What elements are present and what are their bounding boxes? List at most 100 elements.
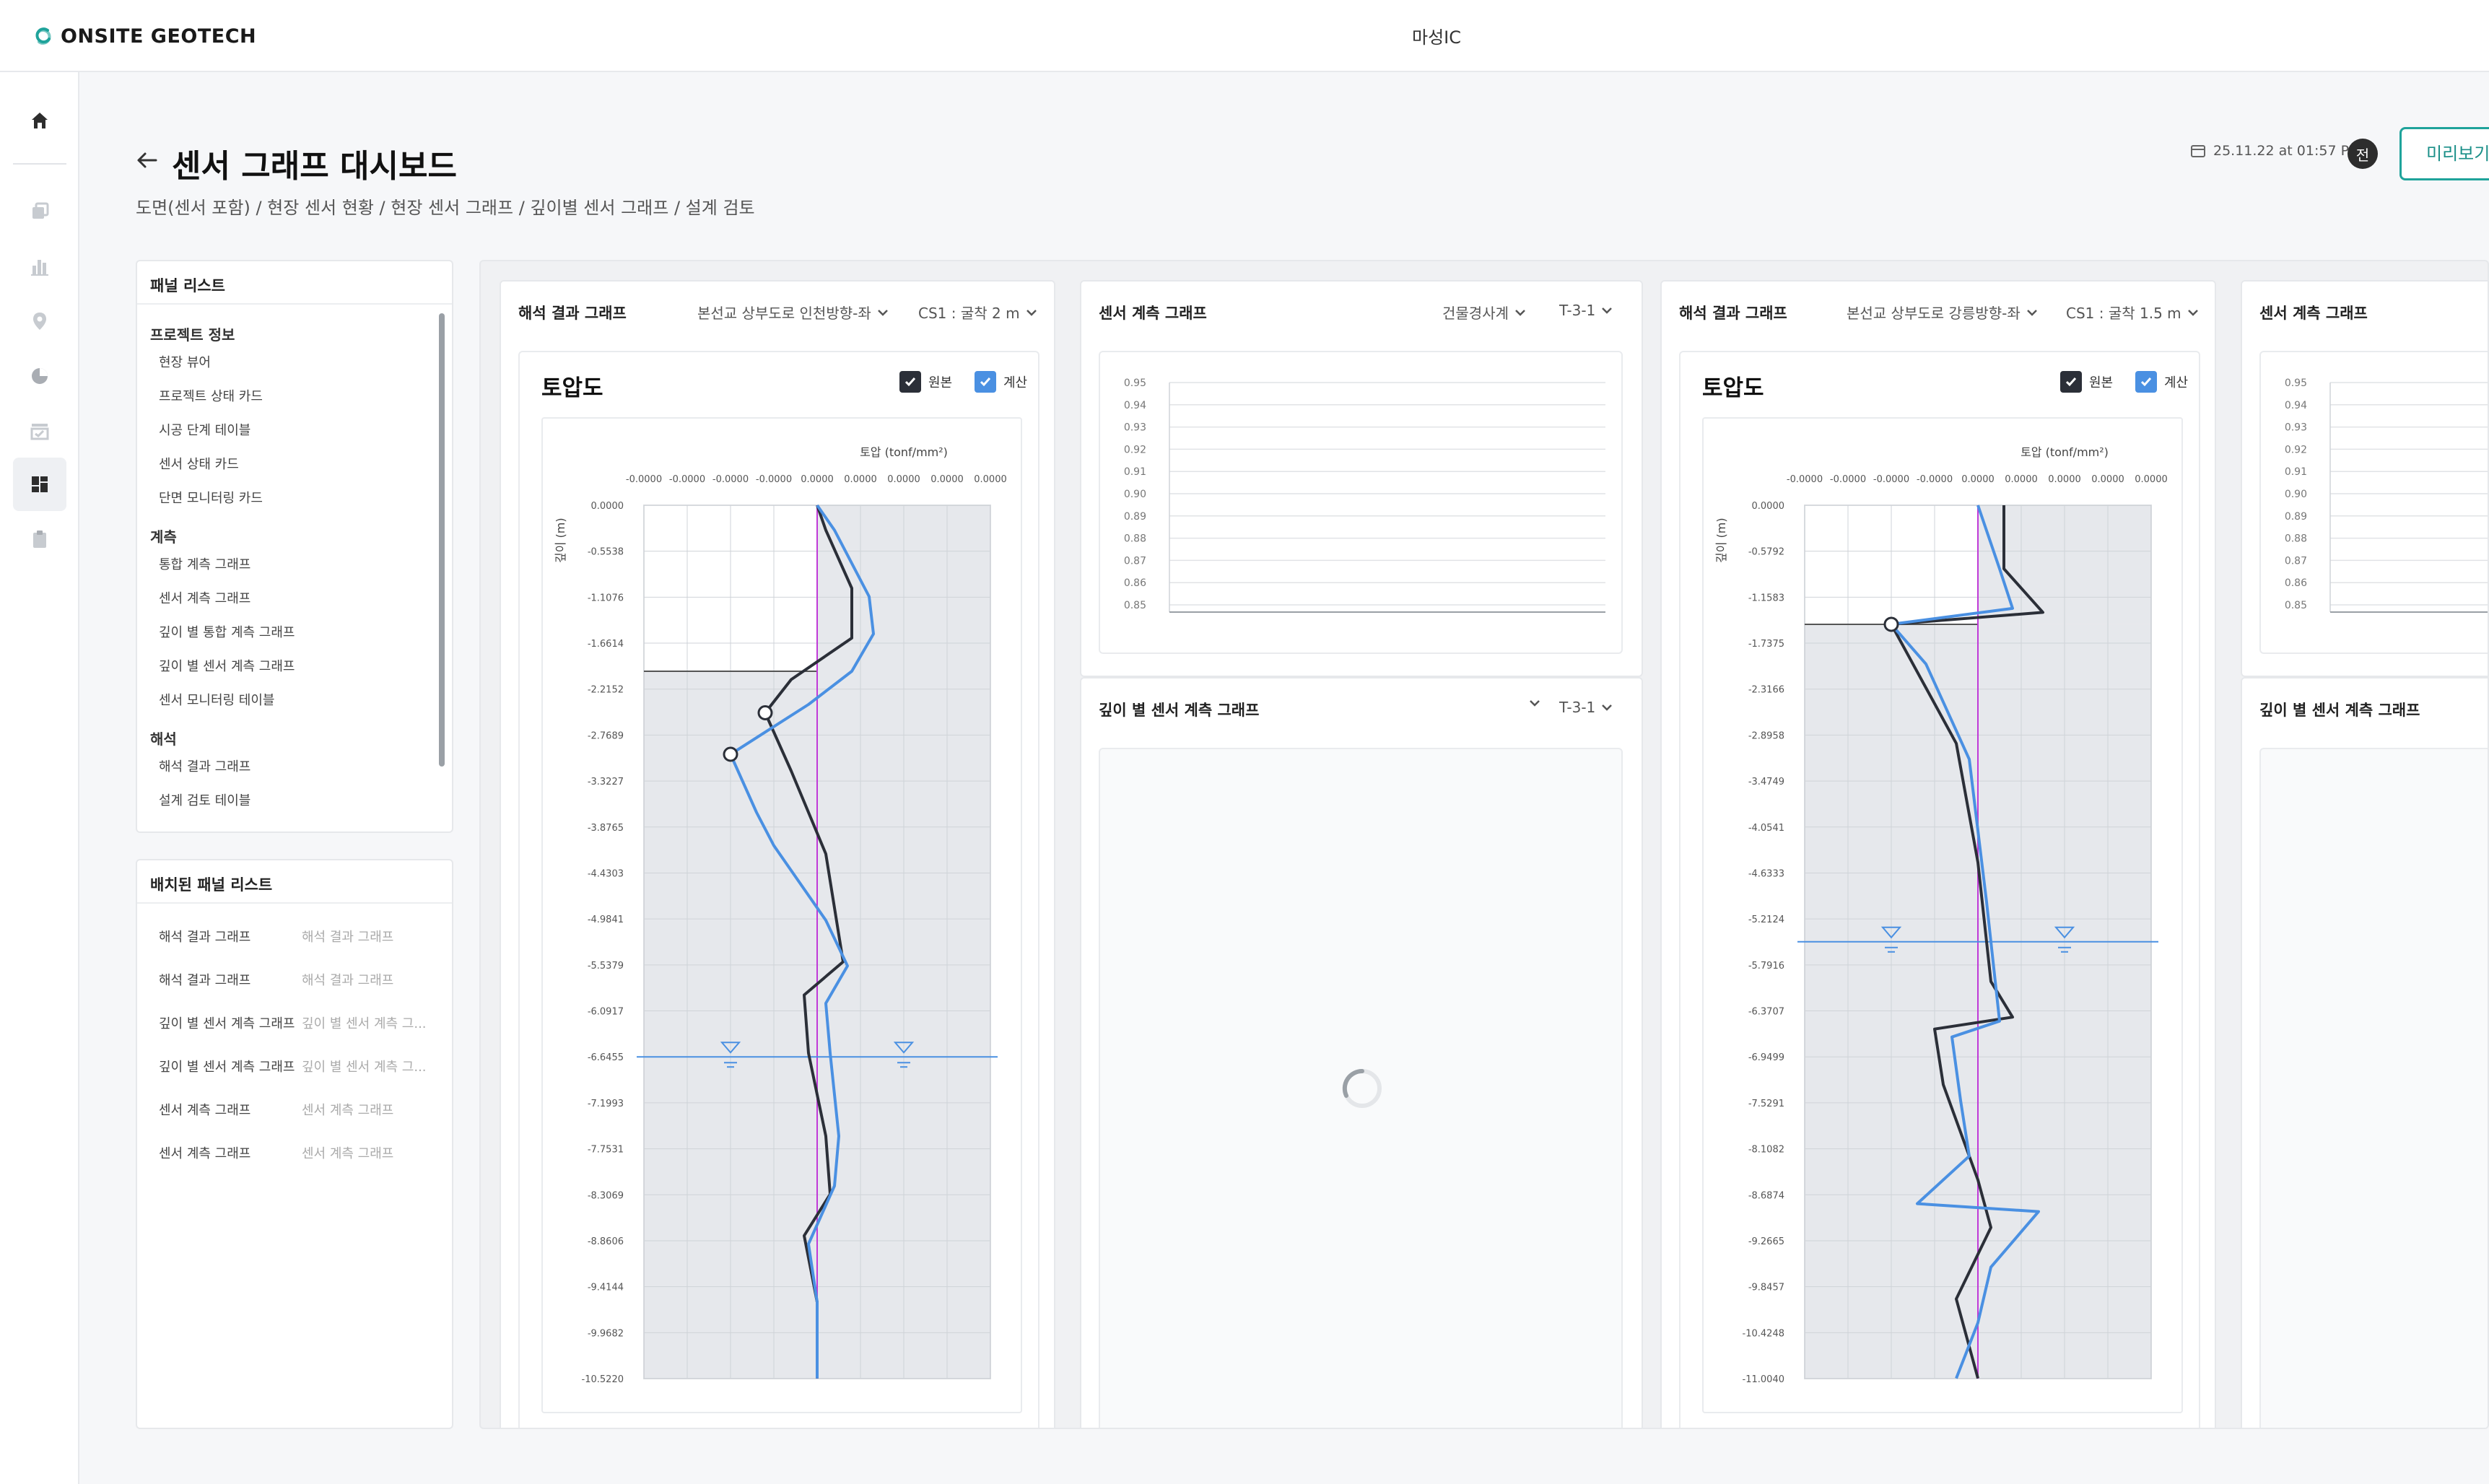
y-tick-label: 0.92 [1124, 444, 1146, 455]
x-tick-label: 0.0000 [801, 474, 834, 485]
placed-row[interactable]: 센서 계측 그래프 센서 계측 그래프 [159, 1100, 393, 1119]
panel-list: 패널 리스트 프로젝트 정보 현장 뷰어 프로젝트 상태 카드 시공 단계 테이… [136, 260, 453, 833]
x-tick-label: -0.0000 [756, 474, 792, 485]
calculated-checkbox[interactable]: 계산 [975, 371, 1027, 393]
sensor-chart[interactable]: 0.95 0.94 0.93 0.92 0.91 0.90 0.89 0.88 0.87 0.86… [1100, 352, 1624, 655]
dashboard-canvas: 해석 결과 그래프 본선교 상부도로 인천방향-좌 CS1 : 굴착 2 m 토… [479, 260, 2489, 1429]
x-tick-label: 0.0000 [974, 474, 1007, 485]
clipboard-icon[interactable] [13, 512, 66, 566]
dashboard-icon[interactable] [13, 458, 66, 511]
list-item[interactable]: 센서 상태 카드 [159, 457, 239, 472]
stage-dropdown[interactable]: CS1 : 굴착 1.5 m [2066, 302, 2199, 323]
y-tick-label: 0.92 [2285, 444, 2307, 455]
placed-row[interactable]: 센서 계측 그래프 센서 계측 그래프 [159, 1143, 393, 1162]
list-item[interactable]: 시공 단계 테이블 [159, 423, 251, 438]
analysis-result-card[interactable]: 해석 결과 그래프 본선교 상부도로 강릉방향-좌 CS1 : 굴착 1.5 m… [1660, 280, 2216, 1428]
list-item[interactable]: 단면 모니터링 카드 [159, 491, 263, 506]
chevron-down-icon [2026, 309, 2037, 316]
sensor-type-dropdown[interactable]: 건물경사계 [1442, 302, 1526, 323]
home-icon[interactable] [13, 94, 66, 147]
side-nav [0, 72, 79, 1484]
sensor-graph-card[interactable]: 센서 계측 그래프 0.95 0.94 0.93 0.92 0.91 0.90 0.89 0.… [2241, 280, 2489, 677]
group-title: 계측 [150, 528, 177, 546]
y-tick-label: -10.4248 [1743, 1328, 1784, 1339]
placed-row[interactable]: 해석 결과 그래프 해석 결과 그래프 [159, 927, 393, 946]
water-level-marker-icon [720, 1042, 741, 1054]
chevron-down-icon [1530, 700, 1540, 707]
earth-pressure-chart[interactable]: -0.0000 -0.0000 -0.0000 -0.0000 0.0000 0.0000… [1704, 419, 2184, 1415]
chart-title: 토압도 [541, 375, 603, 401]
x-tick-label: -0.0000 [1787, 474, 1823, 485]
sensor-chart[interactable]: 0.95 0.94 0.93 0.92 0.91 0.90 0.89 0.88 0.87 0.86… [2261, 352, 2489, 655]
y-tick-label: -7.1993 [588, 1099, 624, 1109]
dropdown-value: CS1 : 굴착 1.5 m [2066, 305, 2181, 322]
data-point-marker [1883, 616, 1899, 632]
y-tick-label: 0.0000 [591, 501, 624, 512]
avatar[interactable]: 전 [2348, 139, 2378, 169]
section-dropdown[interactable]: 본선교 상부도로 인천방향-좌 [697, 302, 889, 323]
stage-dropdown[interactable]: CS1 : 굴착 2 m [918, 302, 1037, 323]
list-item[interactable]: 현장 뷰어 [159, 355, 211, 370]
list-item[interactable]: 통합 계측 그래프 [159, 557, 251, 572]
chart-panel: 토압도 원본 계산 -0.0000 -0.0000 -0.0000 -0.0000 0.… [1679, 351, 2200, 1428]
sensor-graph-card[interactable]: 센서 계측 그래프 건물경사계 T-3-1 0.95 0.94 0.93 0.92 0.… [1080, 280, 1643, 677]
sensor-id-dropdown[interactable]: T-3-1 [1559, 302, 1613, 319]
list-item[interactable]: 설계 검토 테이블 [159, 793, 251, 808]
y-tick-label: 0.95 [2285, 377, 2307, 389]
section-dropdown[interactable]: 본선교 상부도로 강릉방향-좌 [1847, 302, 2038, 323]
layers-icon[interactable] [13, 185, 66, 238]
depth-type-dropdown[interactable] [1523, 699, 1540, 707]
placed-row-type: 깊이 별 센서 계측 그... [302, 1016, 427, 1031]
y-tick-label: 0.86 [1124, 577, 1146, 589]
y-tick-label: -3.8765 [588, 823, 624, 834]
checklist-icon[interactable] [13, 404, 66, 458]
site-name: 마성IC [1412, 27, 1461, 48]
dropdown-value: 본선교 상부도로 강릉방향-좌 [1847, 305, 2021, 322]
location-pin-icon[interactable] [13, 294, 66, 348]
earth-pressure-chart[interactable]: -0.0000 -0.0000 -0.0000 -0.0000 0.0000 0.0000… [543, 419, 1024, 1415]
brand-logo[interactable]: ONSITE GEOTECH [33, 22, 256, 51]
bar-chart-icon[interactable] [13, 240, 66, 293]
checkbox-checked-icon [975, 371, 996, 393]
y-tick-label: -9.4144 [588, 1283, 624, 1293]
list-item[interactable]: 센서 계측 그래프 [159, 591, 251, 606]
chevron-down-icon [877, 309, 888, 316]
calculated-checkbox[interactable]: 계산 [2135, 371, 2188, 393]
analysis-result-card[interactable]: 해석 결과 그래프 본선교 상부도로 인천방향-좌 CS1 : 굴착 2 m 토… [500, 280, 1055, 1428]
placed-row-type: 깊이 별 센서 계측 그... [302, 1060, 427, 1075]
card-title: 센서 계측 그래프 [2259, 305, 2368, 322]
original-checkbox[interactable]: 원본 [899, 371, 952, 393]
y-tick-label: -2.8958 [1748, 730, 1784, 741]
list-item[interactable]: 해석 결과 그래프 [159, 759, 251, 774]
plot-area: -0.0000 -0.0000 -0.0000 -0.0000 0.0000 0.0000… [541, 417, 1022, 1413]
placed-row[interactable]: 깊이 별 센서 계측 그래프 깊이 별 센서 계측 그... [159, 1013, 427, 1032]
scrollbar[interactable] [439, 313, 445, 767]
x-tick-label: 0.0000 [930, 474, 964, 485]
list-item[interactable]: 프로젝트 상태 카드 [159, 389, 263, 404]
placed-row[interactable]: 해석 결과 그래프 해석 결과 그래프 [159, 970, 393, 989]
pie-chart-icon[interactable] [13, 349, 66, 403]
water-level-marker-icon [2054, 926, 2075, 939]
back-arrow-icon[interactable] [134, 147, 160, 173]
y-tick-label: -8.6874 [1748, 1190, 1784, 1201]
list-item[interactable]: 센서 모니터링 테이블 [159, 693, 275, 708]
placed-row[interactable]: 깊이 별 센서 계측 그래프 깊이 별 센서 계측 그... [159, 1057, 427, 1075]
preview-button[interactable]: 미리보기 [2399, 127, 2489, 180]
y-tick-label: -6.3707 [1748, 1007, 1784, 1018]
y-tick-label: 0.94 [1124, 400, 1146, 411]
checkbox-label: 계산 [2164, 375, 2189, 390]
placed-row-name: 센서 계측 그래프 [159, 1103, 251, 1118]
y-tick-label: 0.85 [1124, 600, 1146, 611]
list-item[interactable]: 깊이 별 센서 계측 그래프 [159, 659, 295, 674]
original-checkbox[interactable]: 원본 [2060, 371, 2113, 393]
y-tick-label: 0.87 [1124, 555, 1146, 567]
x-tick-label: -0.0000 [669, 474, 705, 485]
depth-sensor-card[interactable]: 깊이 별 센서 계측 그래프 T-3-1 [1080, 677, 1643, 1428]
y-tick-label: -1.1583 [1748, 593, 1784, 603]
depth-sensor-dropdown[interactable]: T-3-1 [1559, 699, 1613, 716]
chevron-down-icon [1515, 309, 1525, 316]
y-axis-label: 깊이 (m) [554, 518, 567, 563]
depth-sensor-card[interactable]: 깊이 별 센서 계측 그래프 [2241, 677, 2488, 1428]
card-title: 깊이 별 센서 계측 그래프 [2259, 702, 2420, 719]
list-item[interactable]: 깊이 별 통합 계측 그래프 [159, 625, 295, 640]
